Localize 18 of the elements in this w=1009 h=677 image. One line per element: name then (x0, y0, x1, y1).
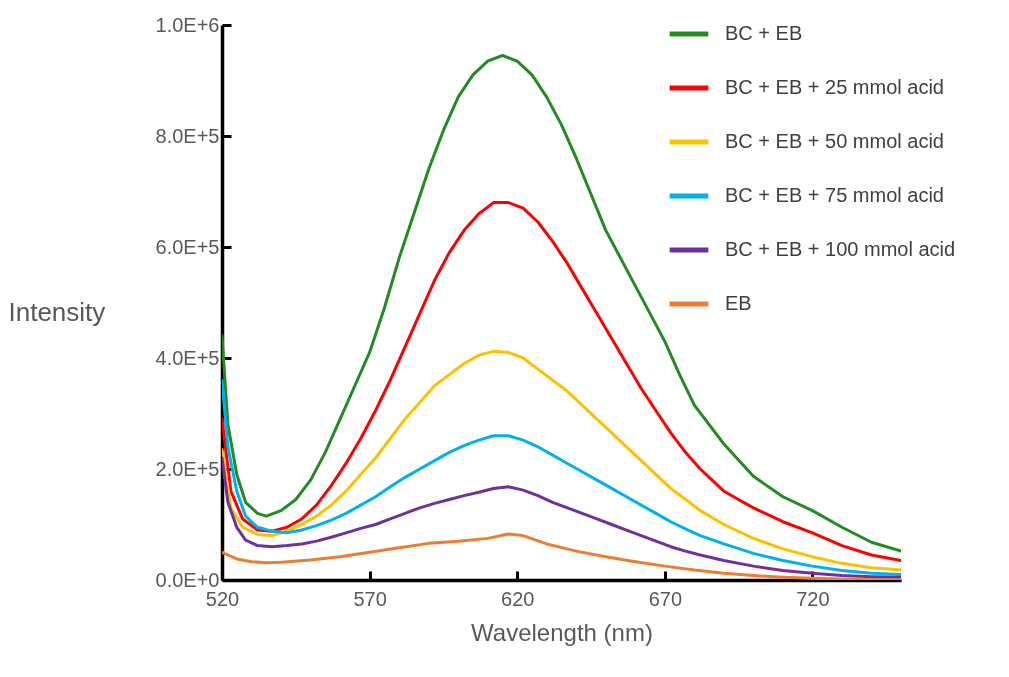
x-tick-label: 670 (648, 587, 683, 610)
legend-label: EB (725, 292, 752, 314)
x-axis-title: Wavelength (nm) (471, 618, 653, 646)
y-tick-label: 1.0E+6 (155, 13, 220, 36)
y-tick-label: 8.0E+5 (155, 124, 220, 147)
legend-label: BC + EB + 100 mmol acid (725, 238, 956, 260)
y-tick-label: 4.0E+5 (155, 346, 220, 369)
x-tick-label: 570 (353, 587, 387, 610)
legend-label: BC + EB + 25 mmol acid (725, 76, 944, 98)
legend-label: BC + EB + 75 mmol acid (725, 184, 944, 206)
line-series (222, 456, 901, 579)
x-tick-label: 720 (796, 587, 830, 610)
x-tick-label: 620 (501, 587, 535, 610)
y-tick-label: 2.0E+5 (155, 457, 220, 480)
legend-label: BC + EB (725, 22, 803, 44)
y-axis-title: Intensity (8, 296, 106, 327)
legend-label: BC + EB + 50 mmol acid (725, 130, 944, 152)
y-tick-label: 6.0E+5 (155, 235, 220, 258)
